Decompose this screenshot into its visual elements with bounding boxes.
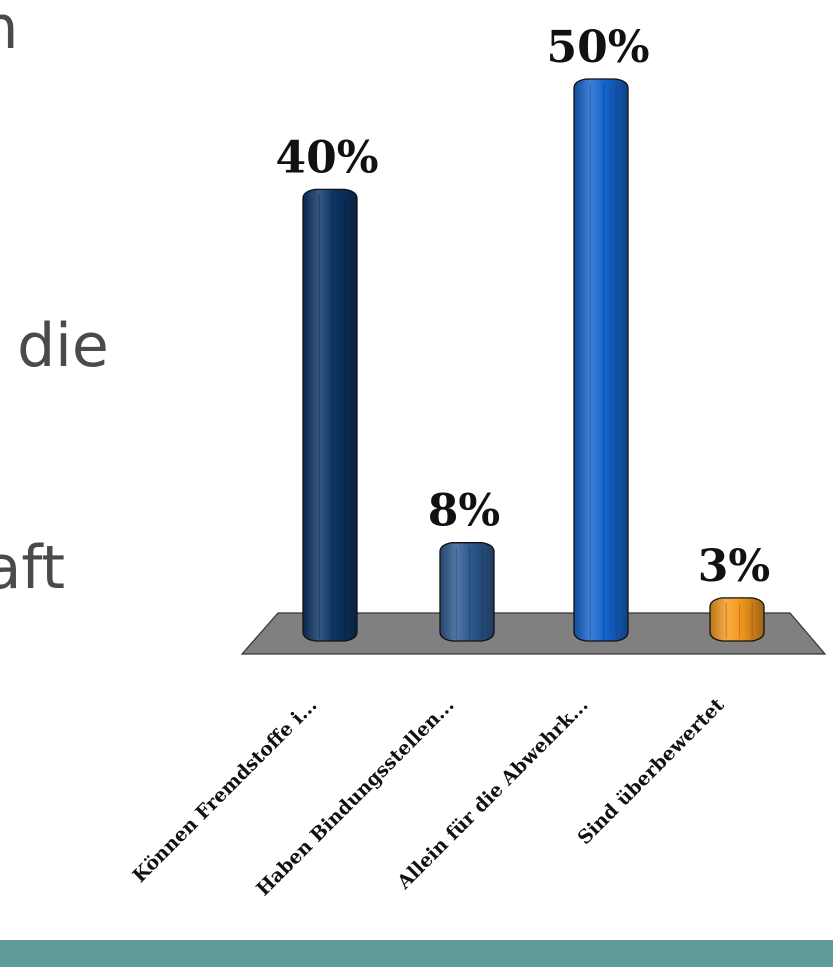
data-label-1: 40%: [275, 132, 378, 183]
data-label-3: 50%: [546, 22, 649, 73]
bar-2: [439, 542, 495, 642]
data-label-4: 3%: [698, 541, 770, 592]
data-label-2: 8%: [428, 486, 500, 537]
bar-3: [573, 78, 629, 642]
bar-4: [709, 597, 765, 642]
slide-text-line-2: n die: [0, 311, 109, 381]
bar-1: [302, 188, 358, 642]
footer-bar: [0, 940, 833, 967]
slide-text-line-1: m: [0, 0, 18, 58]
category-label-4: Sind überbewertet: [573, 694, 728, 849]
slide-text-line-3: raft: [0, 533, 66, 603]
